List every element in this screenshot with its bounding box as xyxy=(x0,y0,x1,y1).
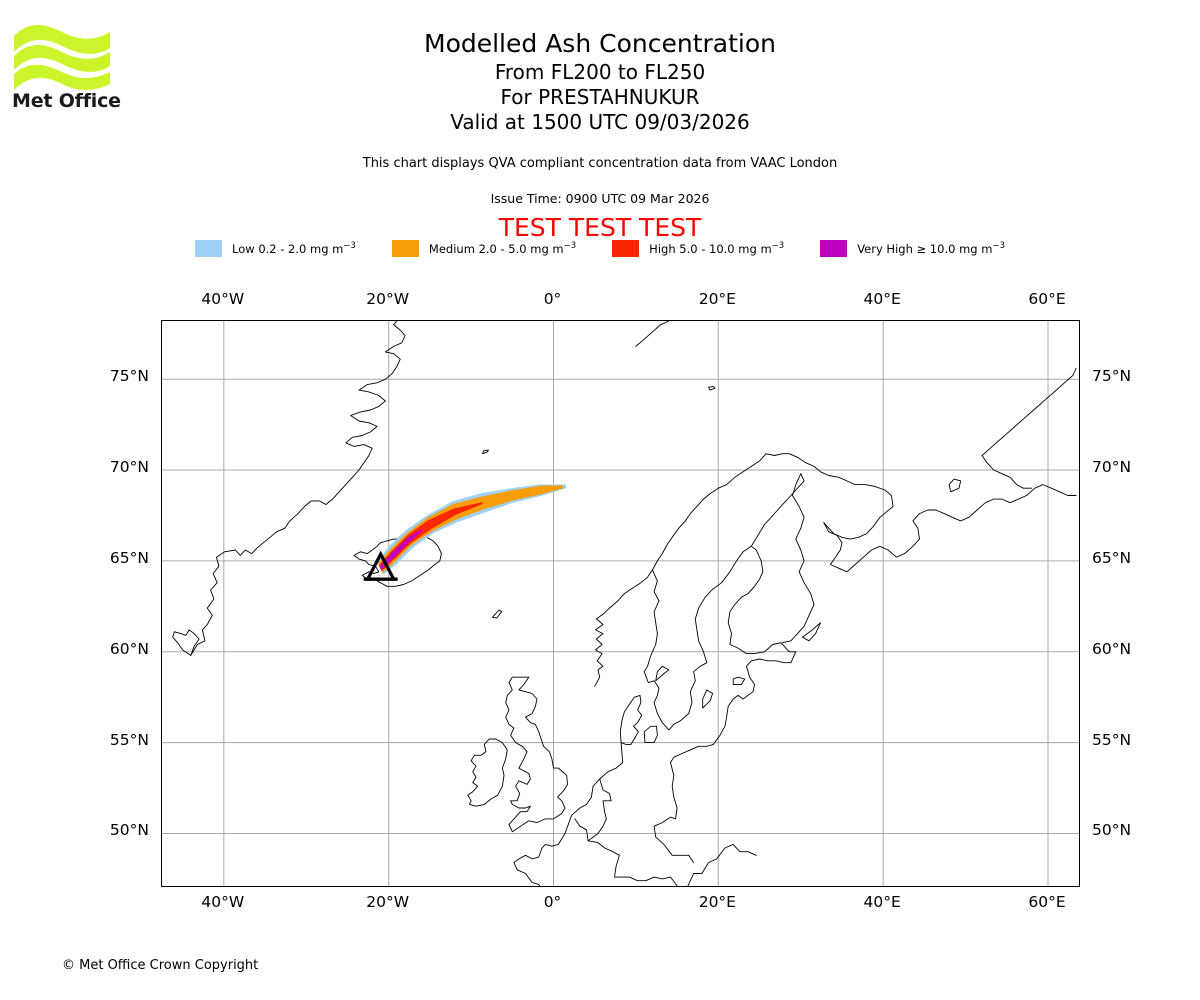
logo-wordmark: Met Office xyxy=(12,90,121,112)
title-valid-time: Valid at 1500 UTC 09/03/2026 xyxy=(450,110,750,134)
lat-label-left-2: 65°N xyxy=(109,548,149,567)
legend-label-high: High 5.0 - 10.0 mg m−3 xyxy=(649,241,785,256)
met-office-logo xyxy=(12,22,122,112)
lat-label-left-0: 75°N xyxy=(109,367,149,386)
lon-label-bottom-1: 20°W xyxy=(366,893,410,911)
lon-label-top-3: 20°E xyxy=(698,290,736,308)
lat-label-right-4: 55°N xyxy=(1092,730,1132,749)
legend-item-low: Low 0.2 - 2.0 mg m−3 xyxy=(195,240,392,257)
lon-label-top-5: 60°E xyxy=(1028,290,1066,308)
lon-label-top-1: 20°W xyxy=(366,290,410,308)
lon-label-bottom-2: 0° xyxy=(543,893,562,911)
lat-label-right-5: 50°N xyxy=(1092,821,1132,840)
logo-waves-icon xyxy=(14,25,110,90)
legend-label-medium: Medium 2.0 - 5.0 mg m−3 xyxy=(428,241,577,256)
legend-label-very-high: Very High ≥ 10.0 mg m−3 xyxy=(857,241,1005,256)
copyright-notice: © Met Office Crown Copyright xyxy=(62,958,259,973)
issue-time: Issue Time: 0900 UTC 09 Mar 2026 xyxy=(490,191,710,206)
map-canvas xyxy=(162,321,1079,886)
map-frame xyxy=(161,320,1080,887)
lat-label-right-0: 75°N xyxy=(1092,367,1132,386)
chart-subtitle: This chart displays QVA compliant concen… xyxy=(362,156,838,171)
lon-label-top-4: 40°E xyxy=(863,290,901,308)
page-title: Modelled Ash Concentration xyxy=(424,29,776,58)
lat-label-left-1: 70°N xyxy=(109,458,149,477)
coastlines xyxy=(172,321,1077,886)
title-flight-levels: From FL200 to FL250 xyxy=(494,60,706,84)
lat-label-left-5: 50°N xyxy=(109,821,149,840)
lon-label-bottom-3: 20°E xyxy=(698,893,736,911)
lat-label-left-3: 60°N xyxy=(109,639,149,658)
legend-swatch-high xyxy=(612,240,640,257)
lat-label-right-3: 60°N xyxy=(1092,639,1132,658)
legend-swatch-low xyxy=(195,240,222,257)
legend-item-very-high: Very High ≥ 10.0 mg m−3 xyxy=(820,240,1005,257)
lat-label-right-2: 65°N xyxy=(1092,548,1132,567)
concentration-legend: Low 0.2 - 2.0 mg m−3 Medium 2.0 - 5.0 mg… xyxy=(0,240,1200,257)
lat-label-right-1: 70°N xyxy=(1092,458,1132,477)
legend-label-low: Low 0.2 - 2.0 mg m−3 xyxy=(232,241,356,256)
legend-swatch-very-high xyxy=(820,240,848,257)
lon-label-bottom-5: 60°E xyxy=(1028,893,1066,911)
title-block: Modelled Ash Concentration From FL200 to… xyxy=(0,28,1200,135)
lon-label-bottom-4: 40°E xyxy=(863,893,901,911)
volcano-source-marker xyxy=(363,550,398,581)
legend-item-medium: Medium 2.0 - 5.0 mg m−3 xyxy=(391,240,612,257)
legend-swatch-medium xyxy=(391,240,419,257)
title-volcano: For PRESTAHNUKUR xyxy=(500,85,700,109)
lon-label-bottom-0: 40°W xyxy=(201,893,245,911)
lat-label-left-4: 55°N xyxy=(109,730,149,749)
lon-label-top-2: 0° xyxy=(543,290,562,308)
map-container xyxy=(161,320,1080,887)
graticule-gridlines xyxy=(162,321,1079,886)
test-banner: TEST TEST TEST xyxy=(498,213,702,242)
lon-label-top-0: 40°W xyxy=(201,290,245,308)
legend-item-high: High 5.0 - 10.0 mg m−3 xyxy=(612,240,820,257)
plume-band-high xyxy=(378,502,483,572)
plume-band-medium xyxy=(378,485,564,574)
